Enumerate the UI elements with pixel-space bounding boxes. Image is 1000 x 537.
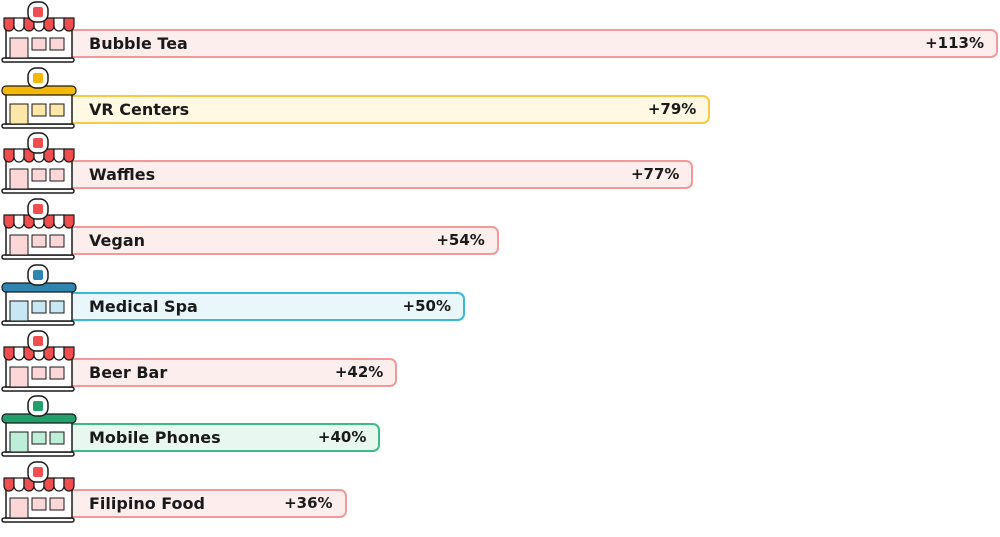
restaurant-store-icon — [1, 198, 75, 260]
bar-row: Filipino Food +36% — [0, 460, 1000, 526]
bar-value-label: +50% — [402, 296, 451, 315]
bar-label: Waffles — [89, 165, 156, 185]
bar: Medical Spa +50% — [42, 291, 465, 321]
bar-label: Filipino Food — [89, 493, 205, 513]
bar-value-label: +77% — [630, 165, 680, 184]
bar: Waffles +77% — [42, 160, 694, 190]
restaurant-store-icon — [1, 132, 75, 195]
bar-row: Waffles +77% — [0, 131, 1000, 197]
bar-label: Medical Spa — [89, 296, 198, 316]
bar: Filipino Food +36% — [42, 488, 347, 518]
bar: Vegan +54% — [42, 226, 499, 256]
bar-value-label: +79% — [647, 99, 697, 118]
bar-label: Bubble Tea — [89, 34, 188, 53]
bar: Bubble Tea +113% — [42, 29, 998, 58]
restaurant-store-icon — [1, 1, 75, 63]
bar-row: Medical Spa +50% — [0, 263, 1000, 329]
bar-row: Mobile Phones +40% — [0, 394, 1000, 460]
bar-row: Beer Bar +42% — [0, 329, 1000, 395]
bar-value-label: +40% — [317, 428, 367, 447]
bar-value-label: +54% — [436, 231, 485, 250]
bar-row: Bubble Tea +113% — [0, 0, 1000, 66]
bar-row: VR Centers +79% — [0, 66, 1000, 132]
bar-label: Mobile Phones — [89, 428, 221, 448]
bar: Beer Bar +42% — [42, 357, 398, 387]
bar-value-label: +113% — [925, 34, 984, 52]
bar-row: Vegan +54% — [0, 197, 1000, 263]
bar: Mobile Phones +40% — [42, 423, 381, 453]
restaurant-store-icon — [1, 329, 75, 392]
bar-label: VR Centers — [89, 99, 190, 119]
bar-value-label: +42% — [334, 362, 384, 381]
entertainment-store-icon — [1, 66, 77, 129]
restaurant-store-icon — [1, 461, 75, 523]
retail-store-icon — [1, 395, 77, 457]
health-store-icon — [1, 264, 77, 326]
bar-label: Beer Bar — [89, 362, 168, 382]
bar: VR Centers +79% — [42, 94, 711, 124]
bar-label: Vegan — [89, 231, 145, 251]
bar-value-label: +36% — [284, 493, 333, 512]
